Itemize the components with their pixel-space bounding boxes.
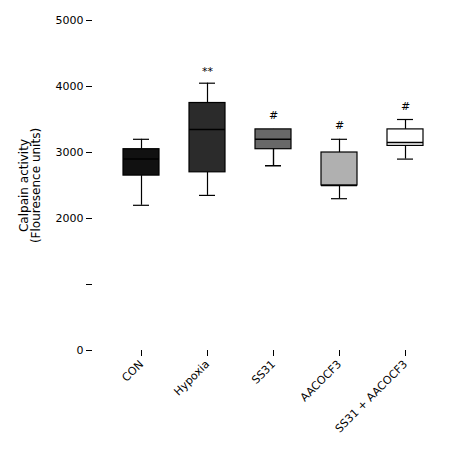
svg-text:#: # xyxy=(335,119,344,132)
svg-text:Calpain activity(Flouresence u: Calpain activity(Flouresence units) xyxy=(17,128,43,243)
svg-text:CON: CON xyxy=(120,358,147,385)
svg-text:#: # xyxy=(269,109,278,122)
svg-text:4000: 4000 xyxy=(56,80,84,93)
svg-text:3000: 3000 xyxy=(56,146,84,159)
svg-text:#: # xyxy=(401,100,410,113)
svg-text:**: ** xyxy=(202,65,214,78)
svg-text:AACOCF3: AACOCF3 xyxy=(298,358,344,404)
svg-text:Hypoxia: Hypoxia xyxy=(171,358,212,399)
svg-text:0: 0 xyxy=(77,344,84,357)
svg-text:5000: 5000 xyxy=(56,14,84,27)
svg-text:SS31 + AACOCF3: SS31 + AACOCF3 xyxy=(333,358,411,436)
svg-text:2000: 2000 xyxy=(56,212,84,225)
svg-text:SS31: SS31 xyxy=(249,358,278,387)
